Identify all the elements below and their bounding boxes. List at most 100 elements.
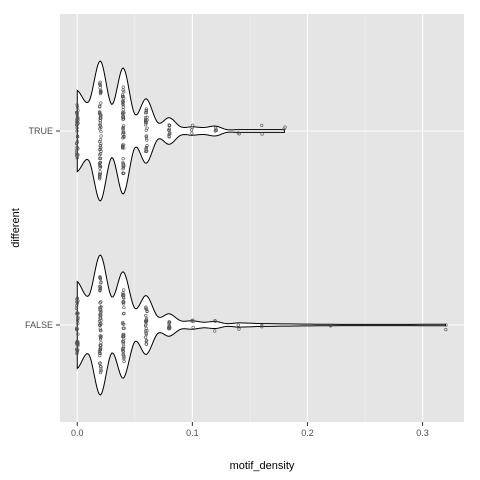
data-point bbox=[99, 334, 103, 338]
data-point bbox=[99, 134, 103, 138]
x-tick-label: 0.1 bbox=[186, 428, 199, 438]
y-tick-label: TRUE bbox=[29, 126, 54, 136]
data-points bbox=[74, 80, 448, 375]
data-point bbox=[75, 105, 80, 109]
data-point bbox=[98, 285, 102, 289]
violin-true bbox=[76, 60, 285, 202]
data-point bbox=[98, 364, 103, 368]
data-point bbox=[75, 134, 80, 138]
data-point bbox=[98, 138, 103, 142]
data-point bbox=[122, 359, 126, 364]
data-point bbox=[97, 111, 102, 115]
data-point bbox=[190, 126, 194, 130]
data-point bbox=[260, 323, 264, 328]
data-point bbox=[168, 123, 172, 128]
data-point bbox=[328, 324, 333, 328]
data-point bbox=[122, 344, 126, 348]
data-point bbox=[98, 86, 102, 90]
data-point bbox=[144, 342, 148, 346]
data-point bbox=[122, 288, 126, 292]
data-point bbox=[75, 339, 79, 343]
data-point bbox=[75, 141, 79, 145]
data-point bbox=[260, 325, 264, 329]
data-point bbox=[191, 325, 195, 329]
data-point bbox=[99, 152, 103, 156]
data-point bbox=[121, 352, 125, 357]
data-point bbox=[75, 152, 79, 156]
data-point bbox=[122, 135, 126, 139]
data-point bbox=[122, 146, 126, 150]
data-point bbox=[98, 148, 102, 152]
data-point bbox=[76, 118, 80, 122]
data-point bbox=[97, 349, 102, 354]
data-point bbox=[121, 300, 126, 304]
data-point bbox=[76, 315, 80, 319]
data-point bbox=[145, 138, 149, 142]
data-point bbox=[145, 115, 149, 119]
data-point bbox=[121, 292, 125, 297]
data-point bbox=[75, 156, 79, 160]
data-point bbox=[121, 349, 125, 353]
data-point bbox=[144, 145, 148, 149]
data-point bbox=[76, 147, 80, 151]
y-tick-label: FALSE bbox=[25, 320, 53, 330]
data-point bbox=[75, 129, 79, 133]
data-point bbox=[98, 348, 102, 352]
data-point bbox=[121, 108, 125, 112]
data-point bbox=[76, 348, 80, 352]
data-point bbox=[98, 301, 102, 305]
data-point bbox=[121, 157, 125, 161]
data-point bbox=[97, 82, 102, 86]
data-point bbox=[75, 301, 80, 305]
data-point bbox=[122, 162, 126, 166]
data-point bbox=[98, 82, 102, 87]
data-point bbox=[98, 370, 103, 375]
data-point bbox=[97, 351, 102, 355]
data-point bbox=[98, 139, 102, 144]
data-point bbox=[98, 275, 102, 280]
data-point bbox=[98, 116, 102, 121]
y-axis-title: different bbox=[10, 208, 22, 248]
data-point bbox=[76, 332, 80, 336]
data-point bbox=[121, 130, 125, 135]
x-axis-title: motif_density bbox=[230, 460, 295, 472]
data-point bbox=[99, 113, 103, 117]
data-point bbox=[282, 127, 286, 131]
data-point bbox=[167, 320, 171, 324]
data-point bbox=[121, 340, 125, 344]
data-point bbox=[236, 131, 240, 135]
data-point bbox=[167, 135, 171, 139]
data-point bbox=[98, 172, 102, 176]
data-point bbox=[98, 124, 103, 128]
data-point bbox=[99, 165, 103, 169]
data-point bbox=[99, 129, 103, 134]
data-point bbox=[75, 118, 79, 122]
data-point bbox=[168, 132, 172, 136]
data-point bbox=[144, 332, 148, 336]
x-tick-label: 0.2 bbox=[301, 428, 314, 438]
data-point bbox=[144, 123, 148, 127]
data-point bbox=[98, 361, 102, 365]
data-point bbox=[144, 107, 149, 111]
data-point bbox=[213, 329, 217, 333]
data-point bbox=[99, 305, 103, 309]
data-point bbox=[237, 327, 241, 331]
data-point bbox=[98, 90, 103, 94]
data-point bbox=[122, 322, 126, 326]
data-point bbox=[122, 311, 126, 315]
data-point bbox=[99, 328, 103, 333]
data-point bbox=[121, 88, 125, 92]
data-point bbox=[98, 313, 102, 317]
data-point bbox=[121, 326, 125, 330]
data-point bbox=[144, 119, 148, 123]
data-point bbox=[76, 344, 80, 348]
data-point bbox=[76, 316, 80, 320]
data-point bbox=[167, 325, 171, 329]
data-point bbox=[190, 128, 194, 132]
data-point bbox=[260, 132, 264, 136]
data-point bbox=[144, 134, 148, 139]
data-point bbox=[98, 327, 102, 331]
data-point bbox=[98, 343, 102, 348]
data-point bbox=[122, 356, 126, 361]
data-point bbox=[75, 351, 79, 356]
